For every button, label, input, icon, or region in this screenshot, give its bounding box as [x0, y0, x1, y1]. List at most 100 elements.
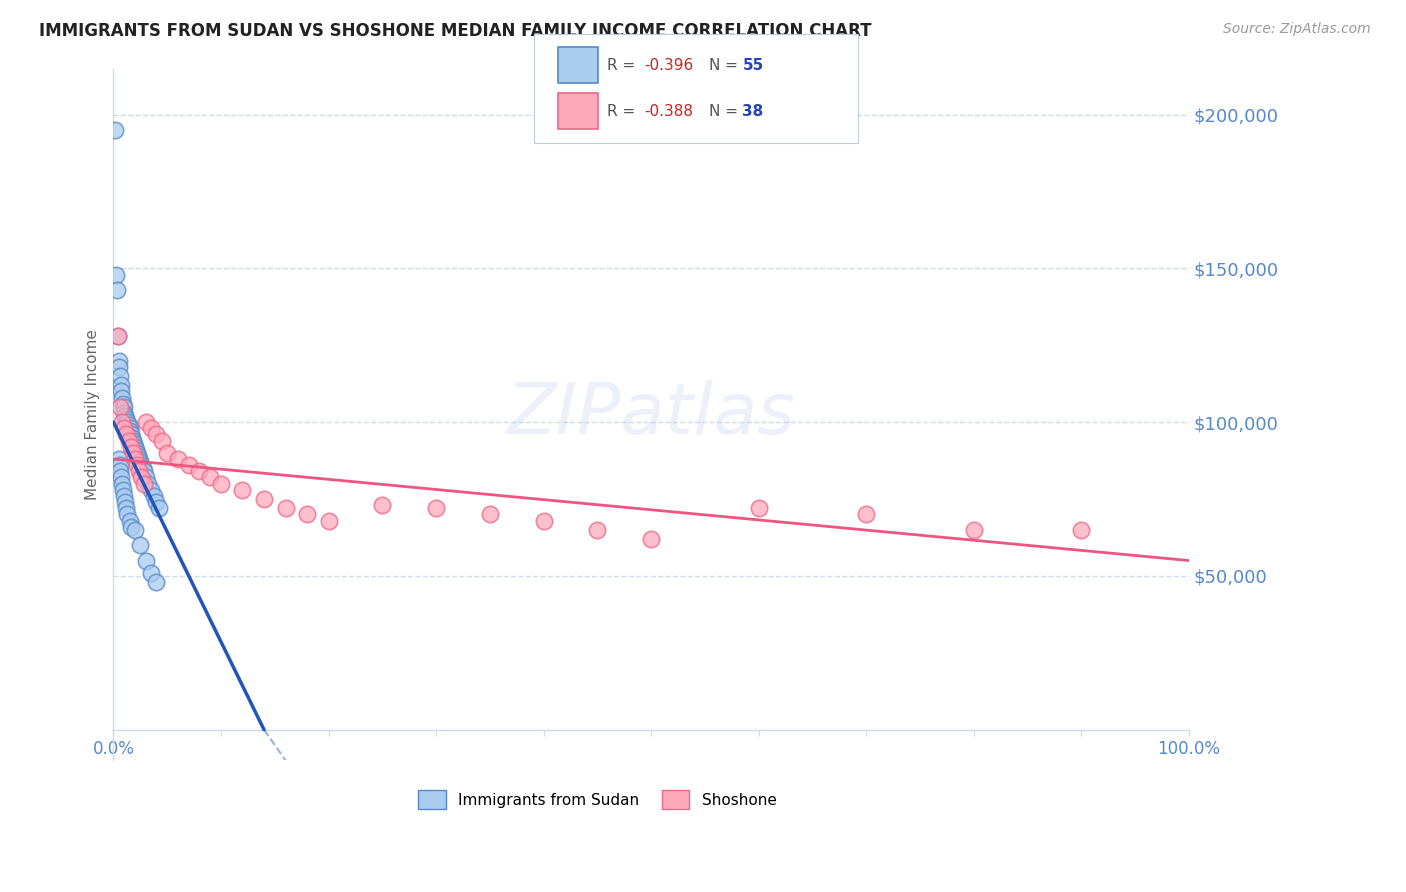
Text: 38: 38	[742, 103, 763, 119]
Point	[209, 476, 232, 491]
Point	[120, 519, 142, 533]
Point	[115, 427, 138, 442]
Point	[131, 470, 153, 484]
Point	[114, 409, 136, 423]
Point	[121, 434, 143, 448]
Point	[478, 508, 501, 522]
Point	[108, 400, 131, 414]
Point	[112, 397, 135, 411]
Point	[124, 440, 146, 454]
Point	[117, 434, 139, 448]
Point	[115, 412, 138, 426]
Point	[105, 283, 128, 297]
Point	[124, 452, 146, 467]
Point	[855, 508, 877, 522]
Point	[112, 400, 135, 414]
Point	[145, 427, 167, 442]
Point	[103, 123, 125, 137]
Point	[115, 501, 138, 516]
Point	[139, 566, 162, 580]
Point	[120, 440, 142, 454]
Point	[108, 369, 131, 384]
Text: 55: 55	[742, 58, 763, 73]
Point	[108, 359, 131, 374]
Point	[371, 498, 394, 512]
Point	[128, 464, 150, 478]
Point	[145, 495, 167, 509]
Point	[104, 268, 127, 282]
Point	[150, 434, 173, 448]
Point	[118, 421, 141, 435]
Point	[110, 384, 132, 399]
Legend: Immigrants from Sudan, Shoshone: Immigrants from Sudan, Shoshone	[412, 784, 783, 815]
Point	[122, 436, 145, 450]
Point	[129, 538, 152, 552]
Point	[640, 532, 662, 546]
Y-axis label: Median Family Income: Median Family Income	[86, 329, 100, 500]
Point	[135, 470, 157, 484]
Point	[121, 430, 143, 444]
Point	[156, 446, 179, 460]
Text: R =: R =	[607, 58, 641, 73]
Point	[107, 329, 129, 343]
Point	[135, 553, 157, 567]
Point	[132, 464, 155, 478]
Point	[117, 418, 139, 433]
Point	[107, 329, 129, 343]
Point	[117, 508, 139, 522]
Point	[108, 458, 131, 473]
Text: -0.396: -0.396	[644, 58, 693, 73]
Point	[111, 415, 134, 429]
Point	[145, 575, 167, 590]
Text: N =: N =	[709, 58, 742, 73]
Point	[112, 483, 135, 497]
Text: Source: ZipAtlas.com: Source: ZipAtlas.com	[1223, 22, 1371, 37]
Text: R =: R =	[607, 103, 641, 119]
Point	[129, 455, 152, 469]
Point	[117, 415, 139, 429]
Point	[1070, 523, 1092, 537]
Point	[112, 406, 135, 420]
Point	[253, 491, 276, 506]
Point	[131, 458, 153, 473]
Point	[148, 501, 170, 516]
Point	[120, 427, 142, 442]
Point	[111, 476, 134, 491]
Point	[747, 501, 769, 516]
Point	[110, 378, 132, 392]
Text: N =: N =	[709, 103, 742, 119]
Point	[125, 442, 148, 457]
Point	[110, 470, 132, 484]
Point	[533, 514, 555, 528]
Point	[136, 476, 159, 491]
Point	[139, 421, 162, 435]
Point	[118, 514, 141, 528]
Point	[128, 452, 150, 467]
Point	[108, 452, 131, 467]
Point	[962, 523, 984, 537]
Point	[111, 391, 134, 405]
Point	[139, 483, 162, 497]
Text: ZIPatlas: ZIPatlas	[506, 380, 796, 449]
Point	[586, 523, 609, 537]
Point	[127, 449, 149, 463]
Point	[177, 458, 200, 473]
Point	[188, 464, 211, 478]
Point	[167, 452, 190, 467]
Point	[318, 514, 340, 528]
Point	[295, 508, 318, 522]
Point	[425, 501, 447, 516]
Point	[112, 489, 135, 503]
Text: IMMIGRANTS FROM SUDAN VS SHOSHONE MEDIAN FAMILY INCOME CORRELATION CHART: IMMIGRANTS FROM SUDAN VS SHOSHONE MEDIAN…	[39, 22, 872, 40]
Point	[143, 489, 166, 503]
Point	[132, 476, 155, 491]
Point	[231, 483, 253, 497]
Point	[118, 425, 141, 439]
Point	[114, 495, 136, 509]
Point	[127, 458, 149, 473]
Point	[131, 461, 153, 475]
Point	[274, 501, 297, 516]
Point	[200, 470, 222, 484]
Point	[127, 446, 149, 460]
Point	[112, 421, 135, 435]
